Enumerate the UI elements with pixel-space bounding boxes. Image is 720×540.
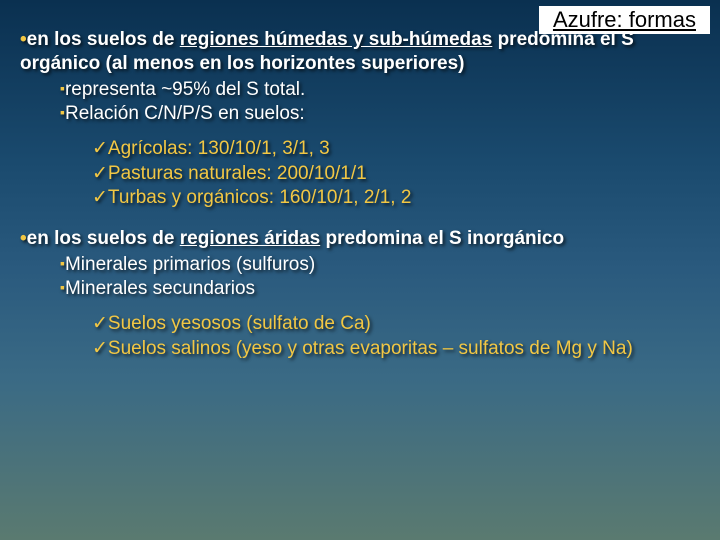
ratio-text: Agrícolas: 130/10/1, 3/1, 3 [108,138,330,159]
check-icon: ✓ [92,313,108,334]
point-2-rest: predomina el S inorgánico [320,228,564,249]
sub-item: ▪Relación C/N/P/S en suelos: [60,102,700,127]
check-icon: ✓ [92,338,108,359]
check-icon: ✓ [92,187,108,208]
subsub-item: ✓Suelos yesosos (sulfato de Ca) [92,312,700,337]
sub-item-text: Relación C/N/P/S en suelos: [65,103,305,124]
ratio-item: ✓Turbas y orgánicos: 160/10/1, 2/1, 2 [92,186,700,211]
point-2-underlined: regiones áridas [180,228,320,249]
sub-item-text: representa ~95% del S total. [65,79,305,100]
ratio-item: ✓Agrícolas: 130/10/1, 3/1, 3 [92,137,700,162]
sub-item: ▪Minerales secundarios [60,277,700,302]
ratios-list: ✓Agrícolas: 130/10/1, 3/1, 3 ✓Pasturas n… [92,137,700,211]
ratio-text: Pasturas naturales: 200/10/1/1 [108,163,367,184]
point-1: •en los suelos de regiones húmedas y sub… [20,28,700,76]
point-2-prefix: en los suelos de [27,228,180,249]
slide-content: •en los suelos de regiones húmedas y sub… [0,0,720,361]
ratio-text: Turbas y orgánicos: 160/10/1, 2/1, 2 [108,187,411,208]
bullet-dot-icon: • [20,29,27,50]
sub-item-text: Minerales primarios (sulfuros) [65,254,315,275]
sub-item-text: Minerales secundarios [65,278,255,299]
subsub-text: Suelos salinos (yeso y otras evaporitas … [108,338,633,359]
ratio-item: ✓Pasturas naturales: 200/10/1/1 [92,162,700,187]
sub-item: ▪Minerales primarios (sulfuros) [60,253,700,278]
slide-title: Azufre: formas [539,6,710,34]
check-icon: ✓ [92,138,108,159]
point-1-underlined: regiones húmedas y sub-húmedas [180,29,493,50]
bullet-dot-icon: • [20,228,27,249]
point-1-prefix: en los suelos de [27,29,180,50]
point-2: •en los suelos de regiones áridas predom… [20,227,700,251]
point-1-sublist: ▪representa ~95% del S total. ▪Relación … [60,78,700,127]
check-icon: ✓ [92,163,108,184]
subsub-item: ✓Suelos salinos (yeso y otras evaporitas… [92,337,700,362]
subsub-text: Suelos yesosos (sulfato de Ca) [108,313,371,334]
sub-item: ▪representa ~95% del S total. [60,78,700,103]
point-2-sublist: ▪Minerales primarios (sulfuros) ▪Mineral… [60,253,700,302]
point-2-subsub-list: ✓Suelos yesosos (sulfato de Ca) ✓Suelos … [92,312,700,361]
